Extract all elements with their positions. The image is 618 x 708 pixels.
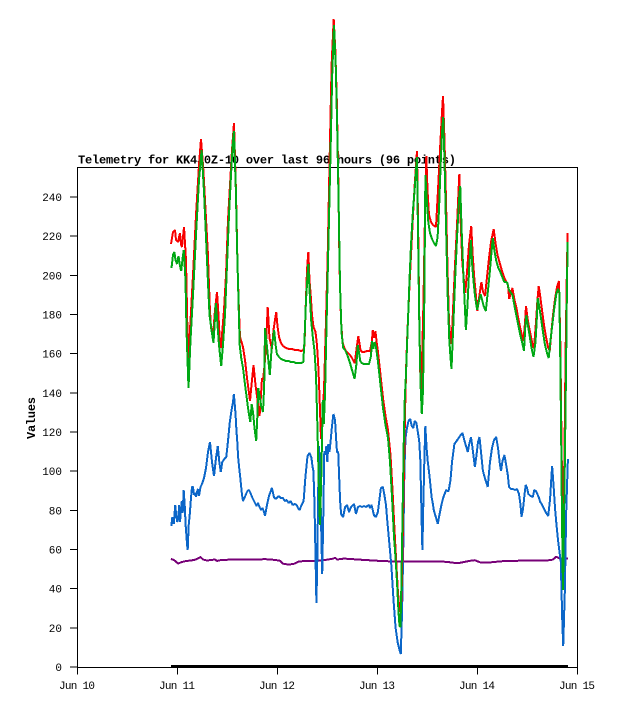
svg-text:100: 100	[42, 467, 62, 479]
svg-text:180: 180	[42, 311, 62, 323]
svg-text:240: 240	[42, 193, 62, 205]
svg-text:120: 120	[42, 428, 62, 440]
svg-text:80: 80	[49, 506, 62, 518]
svg-text:20: 20	[49, 624, 62, 636]
svg-text:Jun 13: Jun 13	[359, 681, 395, 693]
svg-text:Values: Values	[25, 397, 39, 439]
svg-text:Jun 11: Jun 11	[159, 681, 195, 693]
svg-text:Jun 12: Jun 12	[259, 681, 295, 693]
svg-text:40: 40	[49, 585, 62, 597]
svg-text:Telemetry for KK4J0Z-10 over l: Telemetry for KK4J0Z-10 over last 96 hou…	[78, 154, 456, 168]
svg-text:200: 200	[42, 271, 62, 283]
svg-text:Jun 10: Jun 10	[59, 681, 95, 693]
svg-text:220: 220	[42, 232, 62, 244]
svg-text:0: 0	[55, 663, 62, 675]
svg-text:160: 160	[42, 350, 62, 362]
svg-text:60: 60	[49, 546, 62, 558]
svg-text:140: 140	[42, 389, 62, 401]
svg-text:Jun 15: Jun 15	[559, 681, 595, 693]
svg-text:Jun 14: Jun 14	[459, 681, 495, 693]
